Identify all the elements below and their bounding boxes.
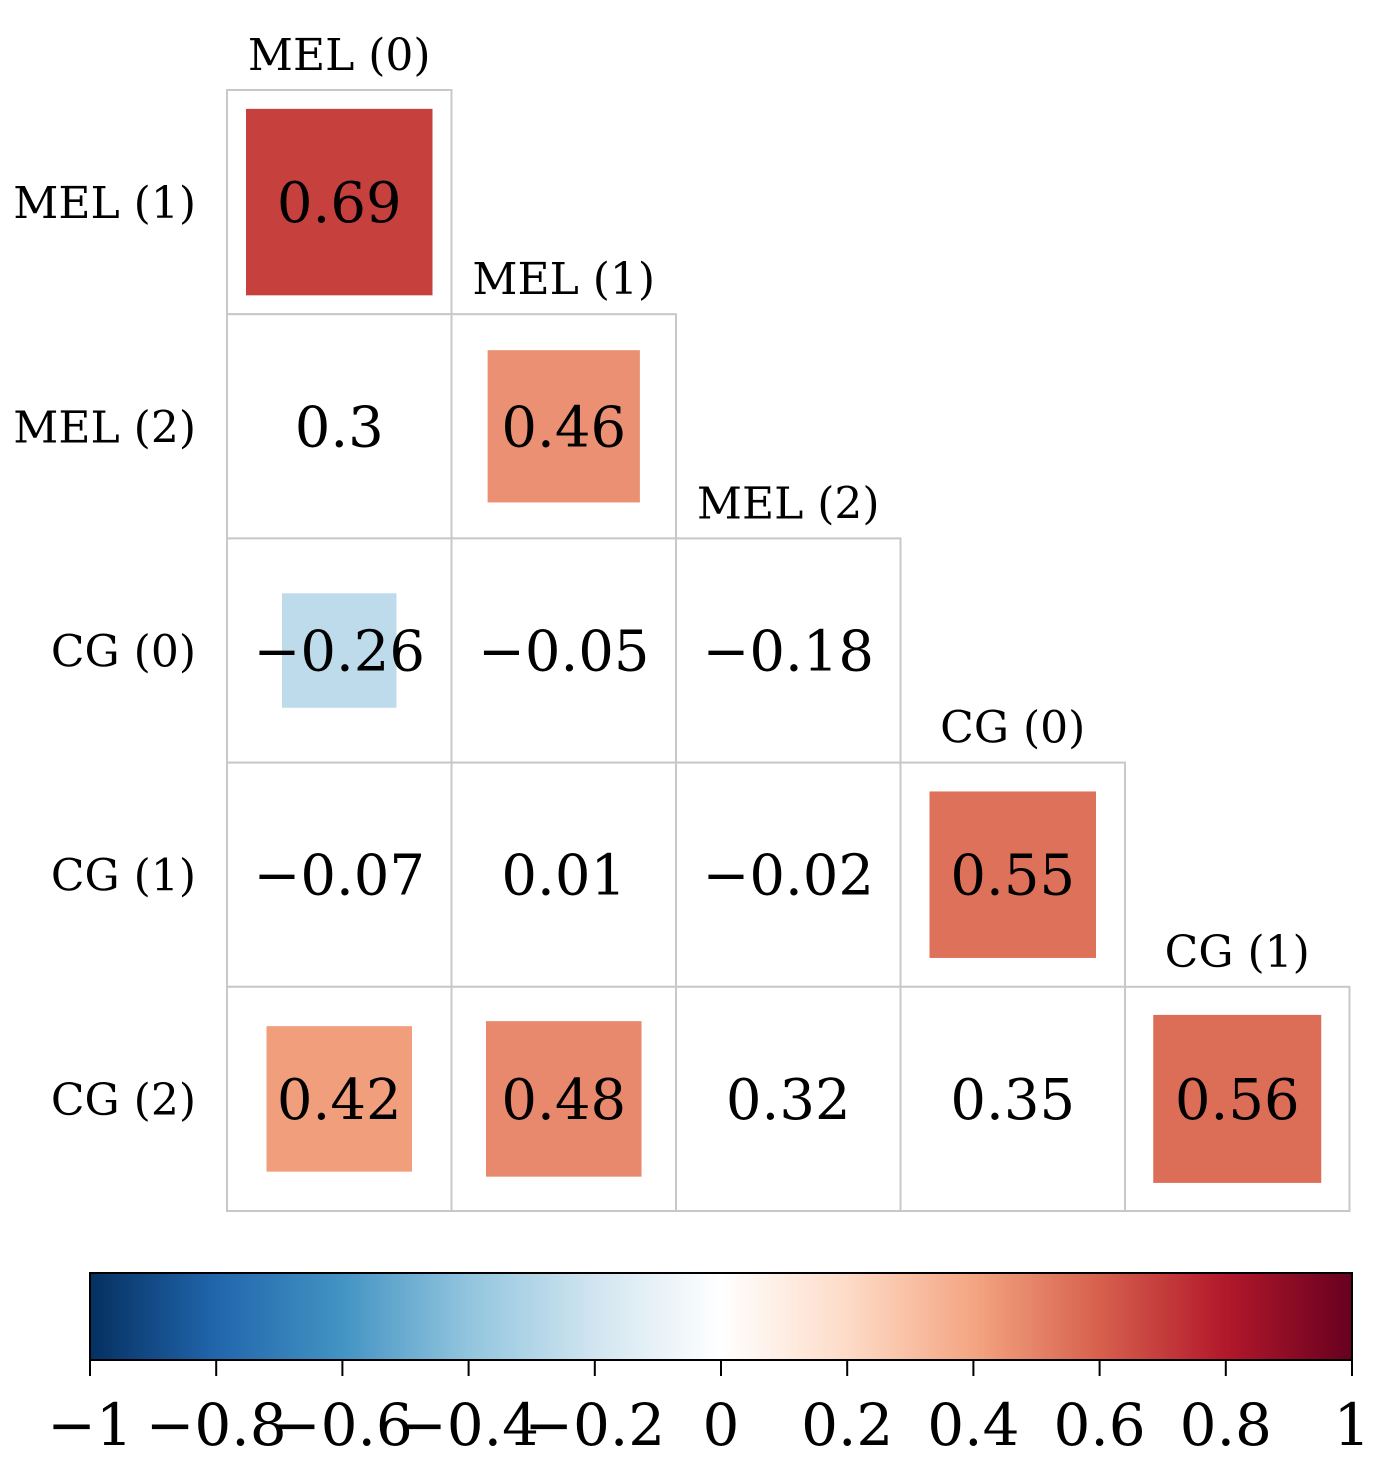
cell-value: 0.35	[950, 1068, 1075, 1133]
colorbar-tick-label: −0.6	[272, 1391, 413, 1459]
cell-value: 0.01	[501, 844, 626, 909]
cell-square	[1153, 1014, 1322, 1183]
heatmap-cell: 0.69	[226, 89, 453, 316]
row-label: CG (0)	[51, 627, 196, 678]
cell-border	[675, 761, 902, 988]
heatmap-cell: −0.26	[226, 537, 453, 764]
cell-border	[226, 313, 453, 540]
cell-value: −0.05	[478, 620, 650, 685]
cell-border	[226, 761, 453, 988]
column-label: MEL (2)	[697, 478, 880, 529]
cell-value: 0.3	[295, 395, 384, 460]
heatmap-grid: 0.69 0.3 0.46 −0.26 −0.05 −0.18 −0.07 0.01 −0.02…	[226, 89, 1351, 1212]
heatmap-cell: −0.18	[675, 537, 902, 764]
column-label: MEL (1)	[472, 254, 655, 305]
cell-value: 0.42	[277, 1068, 402, 1133]
cell-border	[675, 537, 902, 764]
cell-square	[282, 593, 397, 708]
heatmap-cell: 0.55	[899, 761, 1126, 988]
cell-square	[487, 350, 640, 503]
cell-value: 0.48	[501, 1068, 626, 1133]
row-label: CG (2)	[51, 1075, 196, 1126]
heatmap-cell: 0.46	[450, 313, 677, 540]
column-labels: MEL (0) MEL (1) MEL (2) CG (0) CG (1)	[248, 30, 1310, 978]
colorbar-tick-label: −0.2	[524, 1391, 665, 1459]
cell-square	[266, 1026, 412, 1172]
row-label: CG (1)	[51, 851, 196, 902]
cell-value: −0.18	[702, 620, 874, 685]
cell-square	[246, 108, 433, 296]
column-label: CG (0)	[940, 703, 1085, 754]
cell-value: 0.56	[1175, 1068, 1300, 1133]
cell-value: 0.32	[726, 1068, 851, 1133]
row-label: MEL (1)	[13, 178, 196, 229]
heatmap-cell: 0.56	[1124, 985, 1351, 1212]
cell-border	[675, 985, 902, 1212]
cell-value: −0.26	[253, 620, 425, 685]
column-label: MEL (0)	[248, 30, 431, 81]
row-label: MEL (2)	[13, 402, 196, 453]
cell-square	[485, 1021, 642, 1177]
cell-value: −0.02	[702, 844, 874, 909]
heatmap-cell: 0.48	[450, 985, 677, 1212]
heatmap-cell: 0.3	[226, 313, 453, 540]
colorbar-ticks: −1 −0.8−0.6−0.4−0.2 0 0.2 0.4 0.6 0.8 1	[47, 1360, 1370, 1459]
heatmap-cell: 0.35	[899, 985, 1126, 1212]
heatmap-cell: −0.05	[450, 537, 677, 764]
heatmap-cell: 0.32	[675, 985, 902, 1212]
cell-value: 0.69	[277, 171, 402, 236]
heatmap-cell: 0.42	[226, 985, 453, 1212]
colorbar-tick-label: 1	[1334, 1391, 1371, 1459]
cell-square	[929, 791, 1096, 958]
colorbar-gradient	[89, 1272, 1353, 1361]
cell-border	[899, 985, 1126, 1212]
colorbar-tick-label: 0.4	[927, 1391, 1019, 1459]
cell-value: 0.55	[950, 844, 1075, 909]
colorbar-tick-label: −0.8	[146, 1391, 287, 1459]
cell-border	[450, 761, 677, 988]
colorbar-tick-label: 0	[703, 1391, 740, 1459]
row-labels: MEL (1) MEL (2) CG (0) CG (1) CG (2)	[13, 178, 196, 1126]
colorbar-tick-label: 0.2	[801, 1391, 893, 1459]
heatmap-cell: 0.01	[450, 761, 677, 988]
cell-value: 0.46	[501, 395, 626, 460]
column-label: CG (1)	[1165, 927, 1310, 978]
heatmap-cell: −0.02	[675, 761, 902, 988]
colorbar-tick-label: 0.6	[1053, 1391, 1145, 1459]
cell-value: −0.07	[253, 844, 425, 909]
colorbar-tick-label: −0.4	[398, 1391, 539, 1459]
colorbar-tick-label: 0.8	[1180, 1391, 1272, 1459]
colorbar-tick-label: −1	[47, 1391, 133, 1459]
colorbar: −1 −0.8−0.6−0.4−0.2 0 0.2 0.4 0.6 0.8 1	[47, 1272, 1370, 1459]
heatmap-cell: −0.07	[226, 761, 453, 988]
